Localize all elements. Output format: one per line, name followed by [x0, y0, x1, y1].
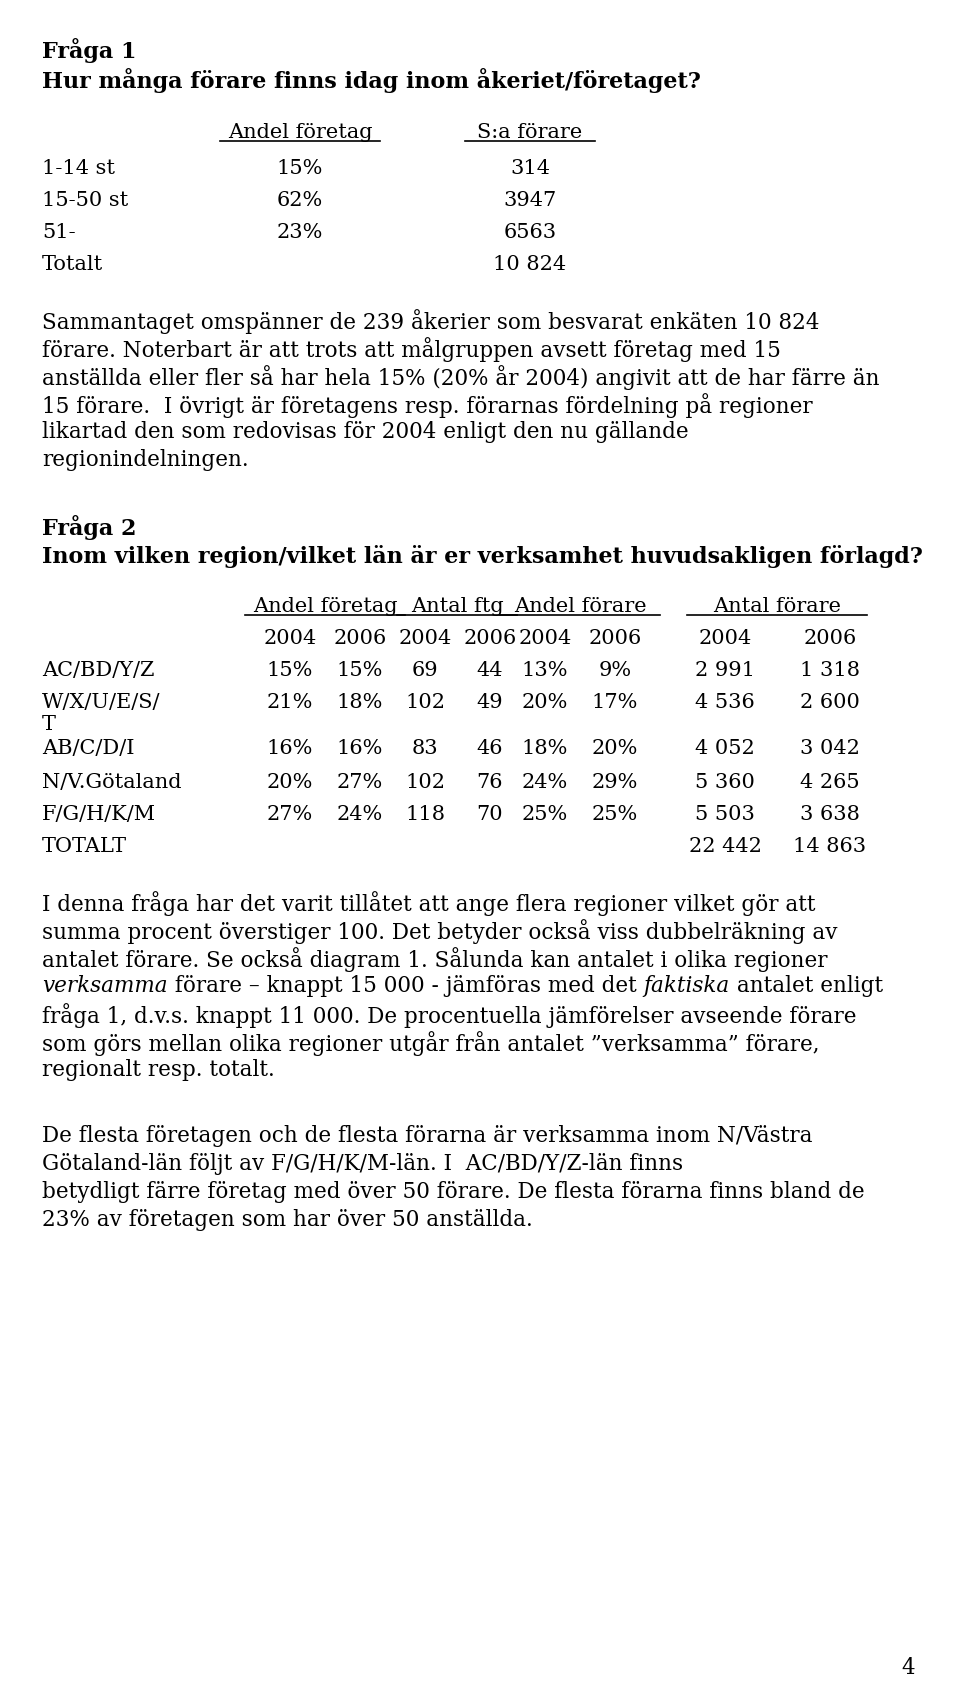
- Text: 5 360: 5 360: [695, 773, 755, 792]
- Text: 2 600: 2 600: [800, 694, 860, 712]
- Text: N/V.Götaland: N/V.Götaland: [42, 773, 181, 792]
- Text: faktiska: faktiska: [643, 975, 730, 997]
- Text: 9%: 9%: [598, 662, 632, 680]
- Text: 4 265: 4 265: [801, 773, 860, 792]
- Text: Inom vilken region/vilket län är er verksamhet huvudsakligen förlagd?: Inom vilken region/vilket län är er verk…: [42, 545, 923, 569]
- Text: I denna fråga har det varit tillåtet att ange flera regioner vilket gör att: I denna fråga har det varit tillåtet att…: [42, 892, 815, 915]
- Text: 62%: 62%: [276, 191, 324, 210]
- Text: Andel förare: Andel förare: [514, 597, 646, 616]
- Text: betydligt färre företag med över 50 förare. De flesta förarna finns bland de: betydligt färre företag med över 50 föra…: [42, 1181, 865, 1203]
- Text: 49: 49: [477, 694, 503, 712]
- Text: 2004: 2004: [398, 629, 451, 648]
- Text: 46: 46: [477, 739, 503, 758]
- Text: 15%: 15%: [267, 662, 313, 680]
- Text: 4: 4: [901, 1656, 915, 1678]
- Text: Sammantaget omspänner de 239 åkerier som besvarat enkäten 10 824: Sammantaget omspänner de 239 åkerier som…: [42, 310, 820, 333]
- Text: summa procent överstiger 100. Det betyder också viss dubbelräkning av: summa procent överstiger 100. Det betyde…: [42, 919, 837, 944]
- Text: 17%: 17%: [591, 694, 638, 712]
- Text: 15%: 15%: [276, 159, 324, 178]
- Text: 4 052: 4 052: [695, 739, 755, 758]
- Text: TOTALT: TOTALT: [42, 838, 127, 856]
- Text: 24%: 24%: [522, 773, 568, 792]
- Text: 3947: 3947: [503, 191, 557, 210]
- Text: 27%: 27%: [337, 773, 383, 792]
- Text: 24%: 24%: [337, 805, 383, 824]
- Text: 21%: 21%: [267, 694, 313, 712]
- Text: 13%: 13%: [521, 662, 568, 680]
- Text: förare. Noterbart är att trots att målgruppen avsett företag med 15: förare. Noterbart är att trots att målgr…: [42, 337, 780, 362]
- Text: 25%: 25%: [592, 805, 638, 824]
- Text: Antal förare: Antal förare: [713, 597, 841, 616]
- Text: 15-50 st: 15-50 st: [42, 191, 129, 210]
- Text: verksamma: verksamma: [42, 975, 168, 997]
- Text: 76: 76: [477, 773, 503, 792]
- Text: 69: 69: [412, 662, 439, 680]
- Text: S:a förare: S:a förare: [477, 124, 583, 142]
- Text: Fråga 1: Fråga 1: [42, 37, 136, 63]
- Text: 6563: 6563: [503, 223, 557, 242]
- Text: De flesta företagen och de flesta förarna är verksamma inom N/Västra: De flesta företagen och de flesta förarn…: [42, 1125, 812, 1147]
- Text: 16%: 16%: [337, 739, 383, 758]
- Text: likartad den som redovisas för 2004 enligt den nu gällande: likartad den som redovisas för 2004 enli…: [42, 421, 688, 443]
- Text: anställda eller fler så har hela 15% (20% år 2004) angivit att de har färre än: anställda eller fler så har hela 15% (20…: [42, 365, 879, 389]
- Text: 29%: 29%: [591, 773, 638, 792]
- Text: regionindelningen.: regionindelningen.: [42, 448, 249, 470]
- Text: 118: 118: [405, 805, 445, 824]
- Text: 314: 314: [510, 159, 550, 178]
- Text: Totalt: Totalt: [42, 255, 104, 274]
- Text: 23% av företagen som har över 50 anställda.: 23% av företagen som har över 50 anställ…: [42, 1210, 533, 1232]
- Text: 102: 102: [405, 773, 445, 792]
- Text: Antal ftg: Antal ftg: [411, 597, 503, 616]
- Text: 4 536: 4 536: [695, 694, 755, 712]
- Text: 15 förare.  I övrigt är företagens resp. förarnas fördelning på regioner: 15 förare. I övrigt är företagens resp. …: [42, 393, 812, 418]
- Text: 1 318: 1 318: [800, 662, 860, 680]
- Text: Fråga 2: Fråga 2: [42, 514, 136, 540]
- Text: 18%: 18%: [522, 739, 568, 758]
- Text: 44: 44: [477, 662, 503, 680]
- Text: förare – knappt 15 000 - jämföras med det: förare – knappt 15 000 - jämföras med de…: [168, 975, 643, 997]
- Text: 2004: 2004: [518, 629, 571, 648]
- Text: 10 824: 10 824: [493, 255, 566, 274]
- Text: 27%: 27%: [267, 805, 313, 824]
- Text: 2006: 2006: [333, 629, 387, 648]
- Text: Hur många förare finns idag inom åkeriet/företaget?: Hur många förare finns idag inom åkeriet…: [42, 68, 701, 93]
- Text: 15%: 15%: [337, 662, 383, 680]
- Text: 5 503: 5 503: [695, 805, 755, 824]
- Text: 2004: 2004: [263, 629, 317, 648]
- Text: F/G/H/K/M: F/G/H/K/M: [42, 805, 156, 824]
- Text: 2006: 2006: [464, 629, 516, 648]
- Text: 2 991: 2 991: [695, 662, 755, 680]
- Text: 20%: 20%: [522, 694, 568, 712]
- Text: 70: 70: [477, 805, 503, 824]
- Text: 23%: 23%: [276, 223, 324, 242]
- Text: regionalt resp. totalt.: regionalt resp. totalt.: [42, 1059, 275, 1081]
- Text: 20%: 20%: [267, 773, 313, 792]
- Text: 25%: 25%: [522, 805, 568, 824]
- Text: antalet förare. Se också diagram 1. Sålunda kan antalet i olika regioner: antalet förare. Se också diagram 1. Sålu…: [42, 948, 828, 971]
- Text: 3 042: 3 042: [800, 739, 860, 758]
- Text: 2004: 2004: [698, 629, 752, 648]
- Text: 1-14 st: 1-14 st: [42, 159, 115, 178]
- Text: Andel företag: Andel företag: [252, 597, 397, 616]
- Text: W/X/U/E/S/: W/X/U/E/S/: [42, 694, 160, 712]
- Text: Andel företag: Andel företag: [228, 124, 372, 142]
- Text: AC/BD/Y/Z: AC/BD/Y/Z: [42, 662, 155, 680]
- Text: antalet enligt: antalet enligt: [730, 975, 882, 997]
- Text: 16%: 16%: [267, 739, 313, 758]
- Text: 14 863: 14 863: [793, 838, 867, 856]
- Text: 2006: 2006: [588, 629, 641, 648]
- Text: Götaland-län följt av F/G/H/K/M-län. I  AC/BD/Y/Z-län finns: Götaland-län följt av F/G/H/K/M-län. I A…: [42, 1152, 684, 1174]
- Text: 20%: 20%: [591, 739, 638, 758]
- Text: 2006: 2006: [804, 629, 856, 648]
- Text: 102: 102: [405, 694, 445, 712]
- Text: 51-: 51-: [42, 223, 76, 242]
- Text: AB/C/D/I: AB/C/D/I: [42, 739, 134, 758]
- Text: fråga 1, d.v.s. knappt 11 000. De procentuella jämförelser avseende förare: fråga 1, d.v.s. knappt 11 000. De procen…: [42, 1003, 856, 1029]
- Text: T: T: [42, 716, 56, 734]
- Text: 22 442: 22 442: [688, 838, 761, 856]
- Text: som görs mellan olika regioner utgår från antalet ”verksamma” förare,: som görs mellan olika regioner utgår frå…: [42, 1030, 820, 1056]
- Text: 83: 83: [412, 739, 439, 758]
- Text: 3 638: 3 638: [800, 805, 860, 824]
- Text: 18%: 18%: [337, 694, 383, 712]
